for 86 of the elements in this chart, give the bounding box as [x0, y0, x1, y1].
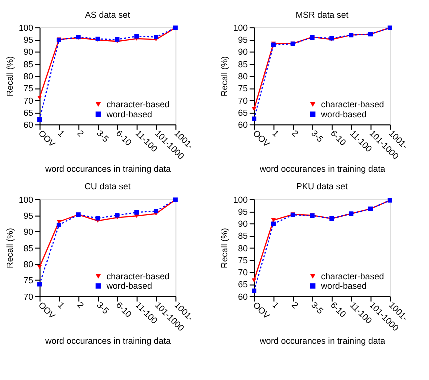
y-tick-label: 100 — [18, 22, 34, 33]
point — [271, 218, 276, 222]
x-tick-label: 3-5 — [95, 128, 112, 144]
chart-title: CU data set — [84, 182, 132, 192]
point — [134, 210, 140, 215]
y-tick-label: 65 — [238, 108, 248, 118]
y-axis-title: Recall (%) — [220, 56, 230, 97]
legend-label: character-based — [321, 271, 384, 282]
point — [154, 34, 159, 40]
x-tick-label: 1 — [56, 128, 67, 139]
y-axis-title: Recall (%) — [5, 228, 16, 268]
y-tick-label: 75 — [24, 84, 34, 94]
legend-label: word-based — [320, 281, 367, 292]
point — [56, 222, 62, 228]
x-tick-label: 6-10 — [328, 128, 348, 148]
y-tick-label: 65 — [238, 280, 248, 290]
y-axis-title: Recall (%) — [5, 56, 16, 97]
x-axis-title: word occurances in training data — [258, 164, 386, 174]
legend-label: word-based — [106, 109, 152, 120]
x-tick-label: 3-5 — [310, 128, 326, 144]
x-axis-title: word occurances in training data — [258, 336, 386, 346]
y-tick-label: 100 — [233, 194, 248, 205]
y-tick-label: 80 — [238, 243, 248, 254]
y-tick-label: 100 — [233, 22, 248, 33]
point — [252, 107, 257, 112]
y-axis-title: Recall (%) — [220, 228, 230, 268]
x-tick-label: 3-5 — [310, 300, 326, 316]
x-tick-label: 6-10 — [328, 300, 348, 320]
x-tick-label: 2 — [290, 128, 301, 139]
y-tick-label: 90 — [238, 47, 248, 58]
y-tick-label: 95 — [238, 35, 248, 46]
y-tick-label: 90 — [238, 219, 248, 230]
legend-label: character-based — [321, 100, 384, 110]
y-tick-label: 95 — [24, 35, 34, 46]
chart-title: AS data set — [85, 10, 131, 20]
y-tick-label: 80 — [24, 259, 34, 270]
x-tick-label: 1 — [270, 300, 282, 311]
point — [115, 37, 120, 42]
x-tick-label: 2 — [76, 128, 86, 139]
y-tick-label: 60 — [238, 292, 248, 302]
x-axis-title: word occurances in training data — [44, 164, 172, 174]
y-tick-label: 80 — [24, 71, 34, 82]
legend-label: character-based — [106, 100, 170, 110]
point — [271, 222, 276, 226]
point — [38, 117, 42, 122]
y-tick-label: 75 — [238, 255, 248, 266]
y-tick-label: 75 — [238, 84, 248, 94]
point — [154, 209, 159, 214]
chart-title: PKU data set — [296, 182, 348, 192]
x-axis-title: word occurances in training data — [44, 336, 172, 346]
x-tick-label: 1 — [56, 300, 67, 311]
legend-label: word-based — [320, 109, 367, 120]
point — [134, 34, 140, 39]
x-tick-label: 2 — [76, 300, 86, 311]
y-tick-label: 85 — [238, 59, 248, 70]
y-tick-label: 75 — [24, 276, 34, 286]
point — [252, 116, 257, 122]
point — [115, 213, 120, 218]
point — [252, 288, 257, 294]
y-tick-label: 100 — [18, 194, 34, 205]
x-tick-label: 1 — [270, 128, 282, 139]
x-tick-label: 6-10 — [114, 300, 134, 320]
y-tick-label: 95 — [238, 206, 248, 217]
x-tick-label: 2 — [290, 300, 301, 311]
y-tick-label: 70 — [24, 96, 34, 106]
y-tick-label: 85 — [24, 243, 34, 254]
y-tick-label: 85 — [238, 231, 248, 242]
point — [38, 282, 42, 287]
y-tick-label: 80 — [238, 71, 248, 82]
point — [252, 278, 257, 283]
y-tick-label: 60 — [24, 120, 34, 130]
chart-title: MSR data set — [296, 10, 350, 20]
legend-label: word-based — [106, 281, 152, 292]
legend-label: character-based — [106, 271, 170, 282]
y-tick-label: 60 — [238, 120, 248, 130]
y-tick-label: 95 — [24, 210, 34, 221]
x-tick-label: 6-10 — [114, 128, 134, 148]
y-tick-label: 85 — [24, 59, 34, 70]
y-tick-label: 70 — [238, 96, 248, 106]
y-tick-label: 90 — [24, 227, 34, 238]
x-tick-label: 3-5 — [95, 300, 112, 316]
point — [38, 96, 42, 100]
y-tick-label: 70 — [238, 268, 248, 278]
y-tick-label: 70 — [24, 292, 34, 302]
y-tick-label: 65 — [24, 108, 34, 118]
y-tick-label: 90 — [24, 47, 34, 58]
